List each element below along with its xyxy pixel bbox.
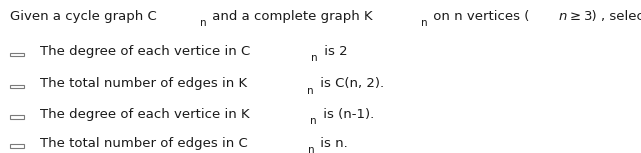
Text: n: n: [310, 116, 317, 126]
Text: The total number of edges in C: The total number of edges in C: [40, 137, 247, 150]
Text: is n.: is n.: [317, 137, 348, 150]
Text: is 2: is 2: [320, 45, 347, 58]
Text: The degree of each vertice in K: The degree of each vertice in K: [40, 108, 249, 121]
Text: n: n: [559, 10, 567, 23]
Text: n: n: [420, 18, 427, 28]
Text: Given a cycle graph C: Given a cycle graph C: [10, 10, 157, 23]
Bar: [10, 115, 24, 119]
Text: The total number of edges in K: The total number of edges in K: [40, 77, 247, 90]
Bar: [10, 53, 24, 56]
Text: and a complete graph K: and a complete graph K: [208, 10, 373, 23]
Text: n: n: [199, 18, 206, 28]
Text: n: n: [307, 86, 313, 95]
Text: 3): 3): [584, 10, 597, 23]
Text: ≥: ≥: [569, 10, 581, 23]
Text: n: n: [308, 145, 315, 153]
Text: is C(n, 2).: is C(n, 2).: [315, 77, 384, 90]
Text: is (n-1).: is (n-1).: [319, 108, 374, 121]
Text: n: n: [311, 53, 318, 63]
Text: on n vertices (: on n vertices (: [429, 10, 529, 23]
Bar: [10, 144, 24, 148]
Bar: [10, 85, 24, 88]
Text: , select all the correct statements.: , select all the correct statements.: [601, 10, 641, 23]
Text: The degree of each vertice in C: The degree of each vertice in C: [40, 45, 250, 58]
